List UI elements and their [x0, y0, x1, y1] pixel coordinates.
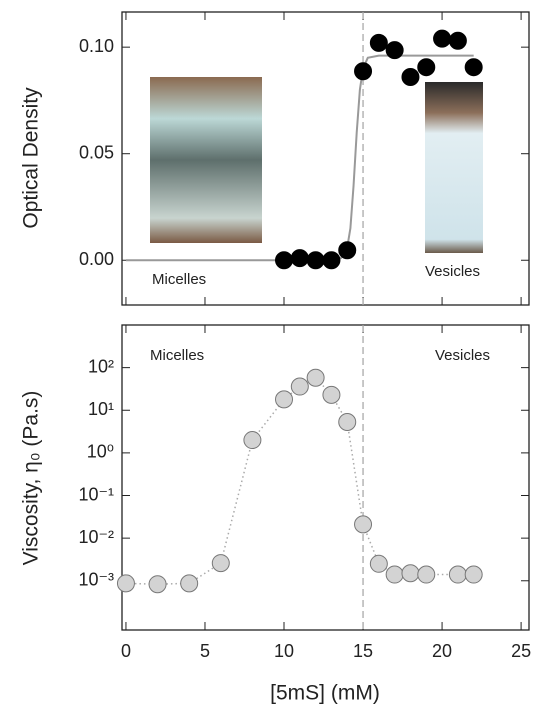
x-tick-label: 15: [353, 641, 373, 661]
y-tick-label: 10⁻²: [78, 527, 114, 547]
data-point: [211, 554, 230, 573]
y-tick-label: 10⁻¹: [78, 484, 114, 504]
data-point: [385, 565, 404, 584]
y-tick-label: 10⁻³: [78, 570, 114, 590]
data-point: [417, 565, 436, 584]
data-point: [180, 574, 199, 593]
guide-line: [125, 376, 474, 585]
x-tick-label: 25: [511, 641, 531, 661]
micelles-photo: [150, 77, 262, 243]
viscosity-panel: Micelles Vesicles Viscosity, η₀ (Pa.s) […: [20, 324, 531, 705]
data-point: [354, 62, 373, 81]
data-point: [369, 554, 388, 573]
y-tick-label: 0.00: [79, 249, 114, 269]
y-tick-label: 10²: [88, 356, 114, 376]
x-tick-label: 0: [121, 641, 131, 661]
data-point: [290, 249, 309, 268]
y-axis-label: Optical Density: [20, 87, 43, 229]
data-point: [401, 67, 420, 86]
vesicles-photo: [425, 82, 483, 253]
data-point: [464, 565, 483, 584]
data-point: [275, 251, 294, 270]
data-point: [290, 377, 309, 396]
data-point: [448, 31, 467, 50]
data-point: [385, 41, 404, 60]
x-tick-label: 5: [200, 641, 210, 661]
data-point: [306, 368, 325, 387]
plot-frame: [121, 324, 530, 631]
data-point: [322, 385, 341, 404]
x-axis-label: [5mS] (mM): [270, 682, 380, 705]
y-tick-label: 10¹: [88, 399, 114, 419]
x-tick-label: 20: [432, 641, 452, 661]
data-point: [401, 564, 420, 583]
plot-frame: [121, 11, 530, 306]
annotation: Micelles: [150, 347, 204, 364]
data-point: [148, 575, 167, 594]
annotation: Vesicles: [425, 263, 480, 280]
data-point: [306, 251, 325, 270]
optical-density-panel: Micelles Vesicles Optical Density 0.00 0.…: [20, 11, 530, 306]
data-point: [464, 58, 483, 77]
y-tick-label: 10⁰: [87, 442, 114, 462]
y-tick-label: 0.10: [79, 36, 114, 56]
data-point: [354, 515, 373, 534]
data-point: [417, 58, 436, 77]
annotation: Micelles: [152, 271, 206, 288]
data-point: [275, 390, 294, 409]
data-point: [116, 574, 135, 593]
data-point: [338, 413, 357, 432]
x-tick-label: 10: [274, 641, 294, 661]
data-point: [448, 565, 467, 584]
y-tick-label: 0.05: [79, 142, 114, 162]
data-point: [322, 251, 341, 270]
annotation: Vesicles: [435, 347, 490, 364]
data-point: [433, 29, 452, 48]
data-point: [369, 33, 388, 52]
data-point: [243, 431, 262, 450]
y-axis-label: Viscosity, η₀ (Pa.s): [20, 391, 43, 566]
data-point: [338, 241, 357, 260]
